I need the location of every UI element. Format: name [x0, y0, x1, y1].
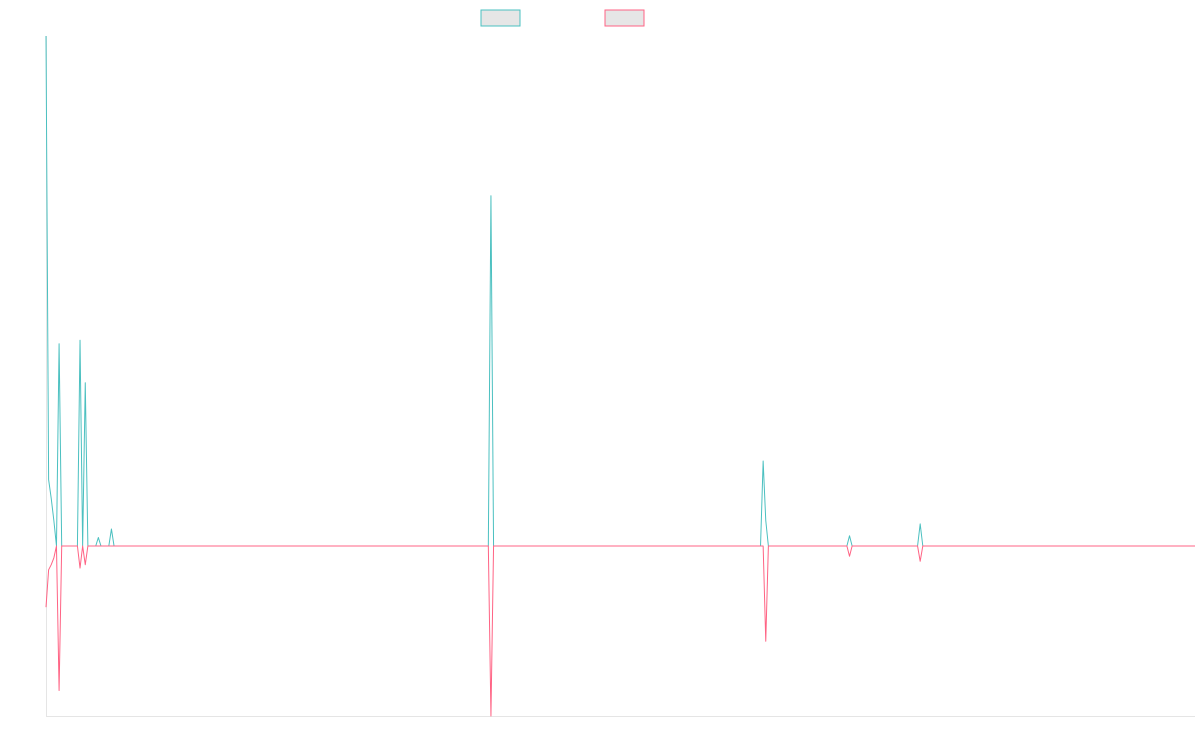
series-2-line — [45, 545, 1195, 717]
legend-swatch-series-2[interactable] — [604, 9, 645, 27]
axes — [46, 36, 1195, 717]
legend — [480, 9, 645, 27]
legend-swatch-series-1[interactable] — [480, 9, 521, 27]
series-layer — [45, 35, 1195, 717]
series-1-line — [45, 35, 1195, 547]
